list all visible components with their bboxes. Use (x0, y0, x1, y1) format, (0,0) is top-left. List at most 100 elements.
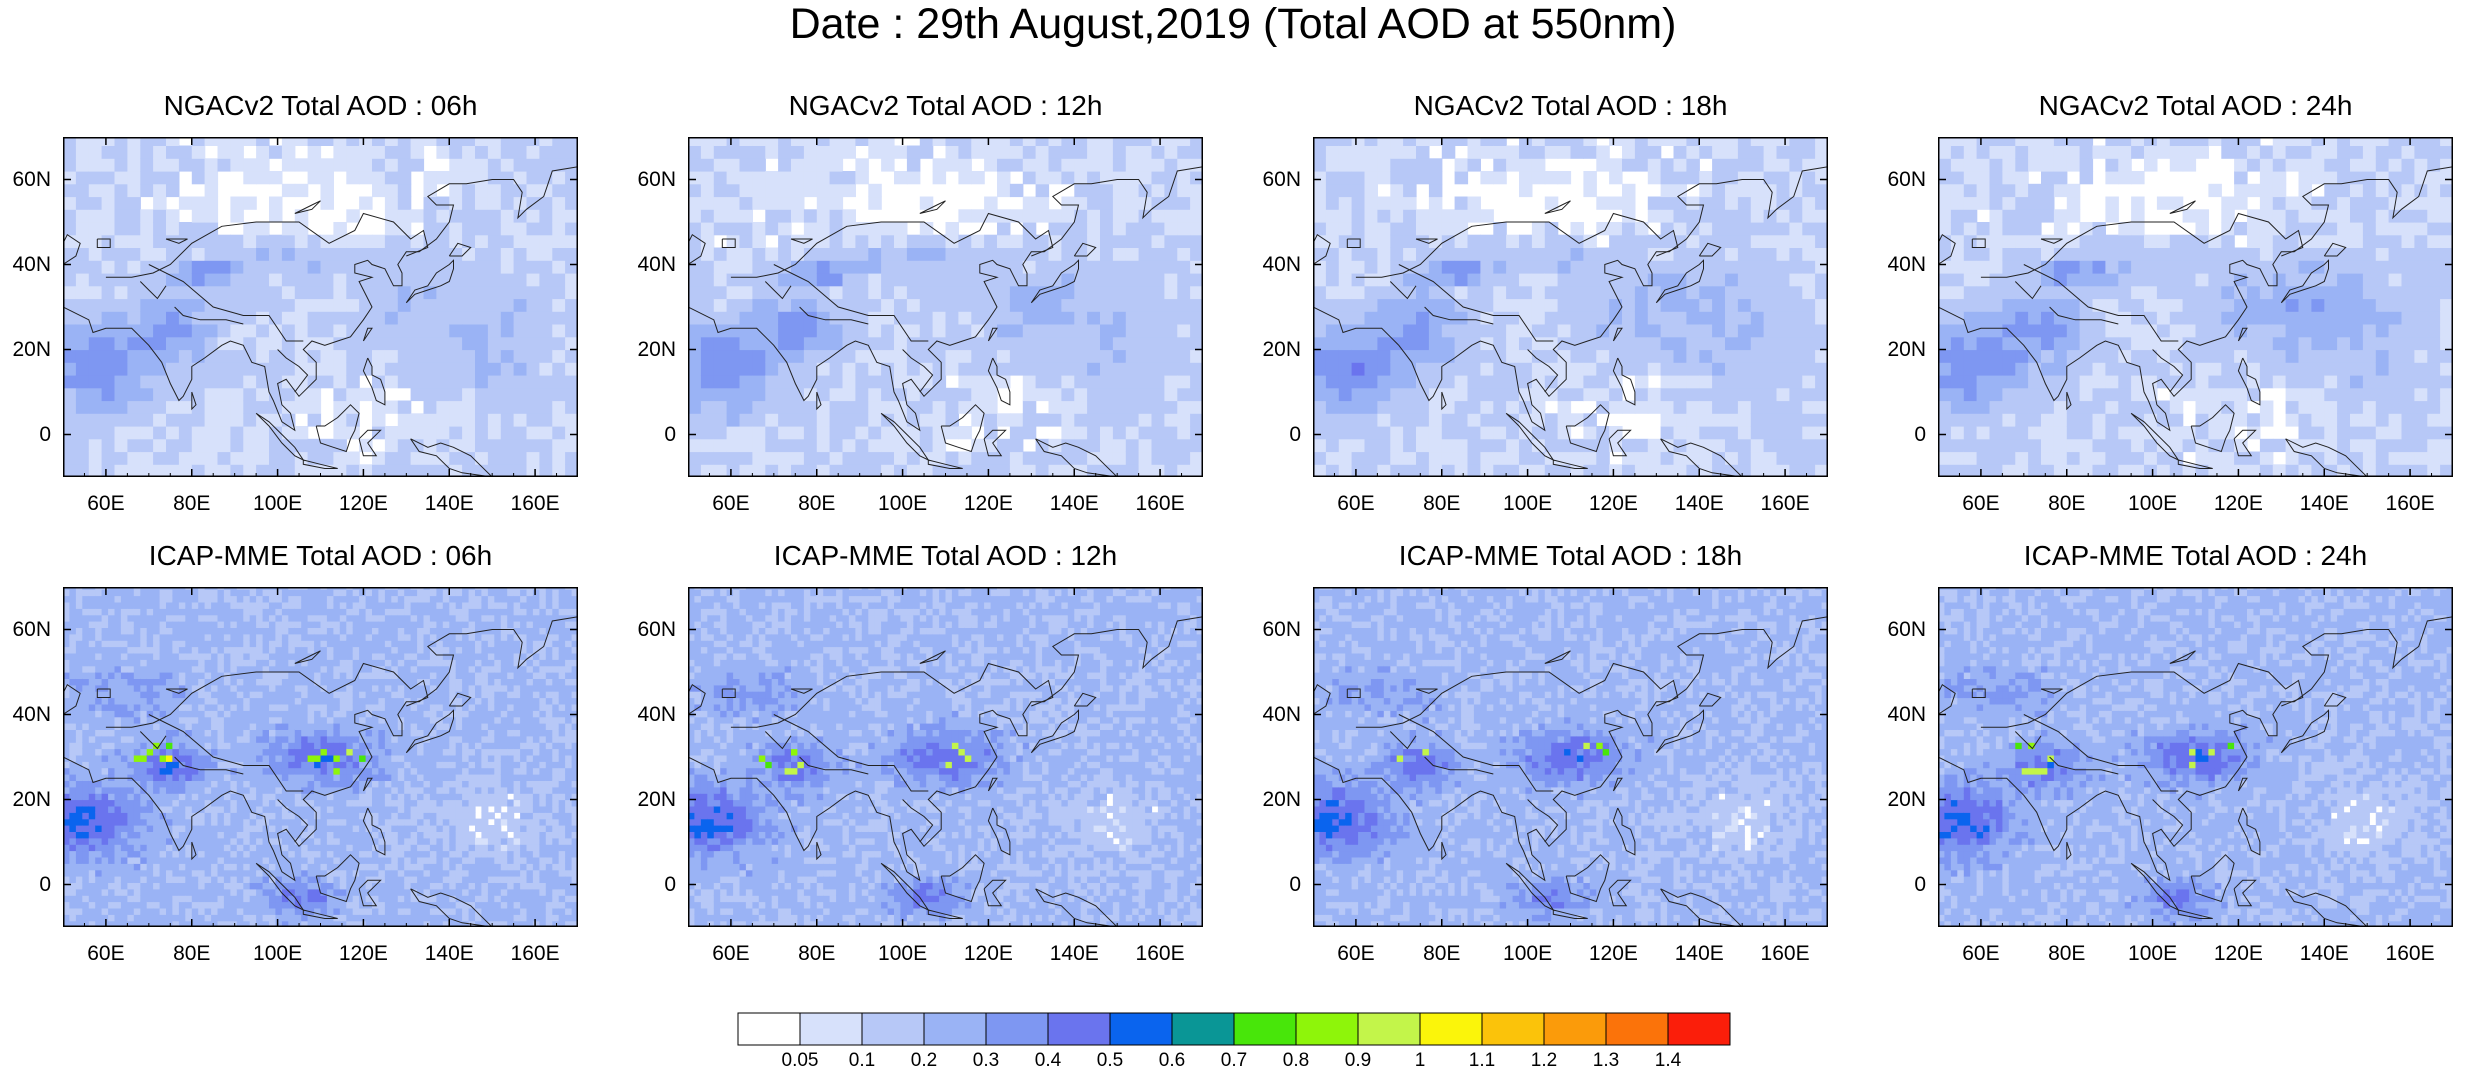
colorbar-tick-label: 0.2 (896, 1051, 952, 1071)
x-tick-label: 60E (71, 493, 141, 515)
x-tick-label: 120E (953, 493, 1023, 515)
y-tick-label: 40N (11, 703, 51, 726)
y-tick-label: 40N (636, 703, 676, 726)
colorbar-tick-label: 0.9 (1330, 1051, 1386, 1071)
y-tick-label: 40N (636, 253, 676, 276)
x-tick-label: 100E (243, 943, 313, 965)
y-tick-label: 0 (11, 873, 51, 896)
x-tick-label: 140E (414, 943, 484, 965)
colorbar-tick-label: 0.05 (772, 1051, 828, 1071)
x-tick-label: 160E (2375, 493, 2445, 515)
colorbar-tick-label: 1.1 (1454, 1051, 1510, 1071)
x-tick-label: 60E (1321, 493, 1391, 515)
y-tick-label: 40N (11, 253, 51, 276)
y-tick-label: 60N (636, 618, 676, 641)
x-tick-label: 60E (1321, 943, 1391, 965)
colorbar-swatch (1295, 1012, 1359, 1046)
panel-title: NGACv2 Total AOD : 06h (23, 91, 618, 121)
y-tick-label: 60N (1261, 618, 1301, 641)
x-tick-label: 60E (71, 943, 141, 965)
colorbar-swatch (1047, 1012, 1111, 1046)
panel-title: NGACv2 Total AOD : 18h (1273, 91, 1868, 121)
aod-map-panel (1938, 587, 2453, 927)
colorbar-swatch (1171, 1012, 1235, 1046)
x-tick-label: 140E (1664, 943, 1734, 965)
y-tick-label: 40N (1886, 703, 1926, 726)
x-tick-label: 120E (1578, 493, 1648, 515)
x-tick-label: 100E (1493, 493, 1563, 515)
colorbar-swatch (1233, 1012, 1297, 1046)
x-tick-label: 120E (953, 943, 1023, 965)
x-tick-label: 160E (1750, 493, 1820, 515)
panel-title: NGACv2 Total AOD : 12h (648, 91, 1243, 121)
x-tick-label: 160E (500, 493, 570, 515)
y-tick-label: 60N (1886, 618, 1926, 641)
aod-map-panel (1313, 587, 1828, 927)
panel-title: ICAP-MME Total AOD : 12h (648, 541, 1243, 571)
x-tick-label: 80E (782, 943, 852, 965)
y-tick-label: 0 (636, 423, 676, 446)
aod-map-panel (63, 137, 578, 477)
colorbar-swatch (1605, 1012, 1669, 1046)
y-tick-label: 20N (636, 788, 676, 811)
y-tick-label: 0 (1886, 423, 1926, 446)
colorbar-tick-label: 0.6 (1144, 1051, 1200, 1071)
y-tick-label: 0 (1261, 423, 1301, 446)
colorbar-swatch (1667, 1012, 1731, 1046)
x-tick-label: 80E (1407, 943, 1477, 965)
x-tick-label: 160E (500, 943, 570, 965)
x-tick-label: 160E (2375, 943, 2445, 965)
y-tick-label: 40N (1261, 703, 1301, 726)
x-tick-label: 120E (2203, 943, 2273, 965)
y-tick-label: 0 (1886, 873, 1926, 896)
panel-title: ICAP-MME Total AOD : 24h (1898, 541, 2466, 571)
y-tick-label: 20N (1261, 788, 1301, 811)
x-tick-label: 80E (2032, 493, 2102, 515)
panel-title: NGACv2 Total AOD : 24h (1898, 91, 2466, 121)
x-tick-label: 160E (1125, 493, 1195, 515)
colorbar-tick-label: 0.5 (1082, 1051, 1138, 1071)
y-tick-label: 0 (11, 423, 51, 446)
colorbar-swatch (1109, 1012, 1173, 1046)
aod-map-panel (1313, 137, 1828, 477)
x-tick-label: 100E (2118, 493, 2188, 515)
x-tick-label: 60E (696, 943, 766, 965)
x-tick-label: 120E (1578, 943, 1648, 965)
x-tick-label: 80E (1407, 493, 1477, 515)
panel-title: ICAP-MME Total AOD : 06h (23, 541, 618, 571)
aod-map-panel (688, 137, 1203, 477)
aod-map-panel (1938, 137, 2453, 477)
y-tick-label: 0 (1261, 873, 1301, 896)
colorbar-tick-label: 0.1 (834, 1051, 890, 1071)
x-tick-label: 80E (782, 493, 852, 515)
aod-map-panel (688, 587, 1203, 927)
colorbar-swatch (923, 1012, 987, 1046)
x-tick-label: 160E (1750, 943, 1820, 965)
x-tick-label: 140E (414, 493, 484, 515)
y-tick-label: 20N (1886, 338, 1926, 361)
x-tick-label: 100E (1493, 943, 1563, 965)
colorbar-swatch (799, 1012, 863, 1046)
colorbar-swatch (1543, 1012, 1607, 1046)
colorbar-swatch (1419, 1012, 1483, 1046)
y-tick-label: 40N (1261, 253, 1301, 276)
y-tick-label: 40N (1886, 253, 1926, 276)
colorbar-swatch (1357, 1012, 1421, 1046)
x-tick-label: 100E (2118, 943, 2188, 965)
aod-map-panel (63, 587, 578, 927)
colorbar-tick-label: 1.2 (1516, 1051, 1572, 1071)
x-tick-label: 140E (1039, 493, 1109, 515)
y-tick-label: 60N (1261, 168, 1301, 191)
x-tick-label: 100E (868, 493, 938, 515)
y-tick-label: 20N (1261, 338, 1301, 361)
y-tick-label: 60N (11, 618, 51, 641)
colorbar-tick-label: 0.8 (1268, 1051, 1324, 1071)
colorbar-swatch (861, 1012, 925, 1046)
colorbar-swatch (737, 1012, 801, 1046)
y-tick-label: 60N (11, 168, 51, 191)
y-tick-label: 20N (636, 338, 676, 361)
y-tick-label: 60N (1886, 168, 1926, 191)
colorbar-swatch (1481, 1012, 1545, 1046)
colorbar-tick-label: 0.7 (1206, 1051, 1262, 1071)
x-tick-label: 80E (157, 493, 227, 515)
